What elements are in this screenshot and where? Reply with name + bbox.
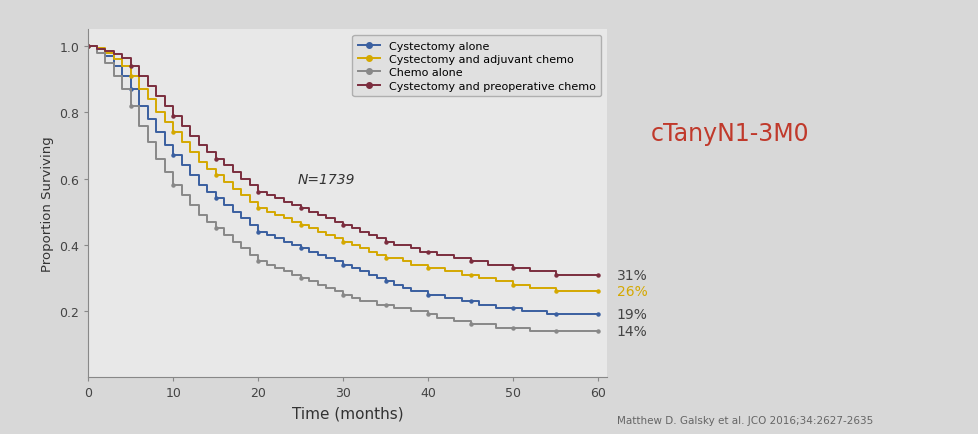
Text: 14%: 14% [616, 324, 646, 338]
Legend: Cystectomy alone, Cystectomy and adjuvant chemo, Chemo alone, Cystectomy and pre: Cystectomy alone, Cystectomy and adjuvan… [352, 36, 600, 97]
Text: 19%: 19% [616, 308, 647, 322]
Text: 26%: 26% [616, 285, 646, 299]
Text: N=1739: N=1739 [297, 172, 355, 186]
Y-axis label: Proportion Surviving: Proportion Surviving [40, 136, 54, 272]
Text: Matthew D. Galsky et al. JCO 2016;34:2627-2635: Matthew D. Galsky et al. JCO 2016;34:262… [616, 415, 872, 425]
X-axis label: Time (months): Time (months) [291, 405, 403, 420]
Text: 31%: 31% [616, 268, 646, 282]
Text: cTanyN1-3M0: cTanyN1-3M0 [650, 122, 809, 145]
